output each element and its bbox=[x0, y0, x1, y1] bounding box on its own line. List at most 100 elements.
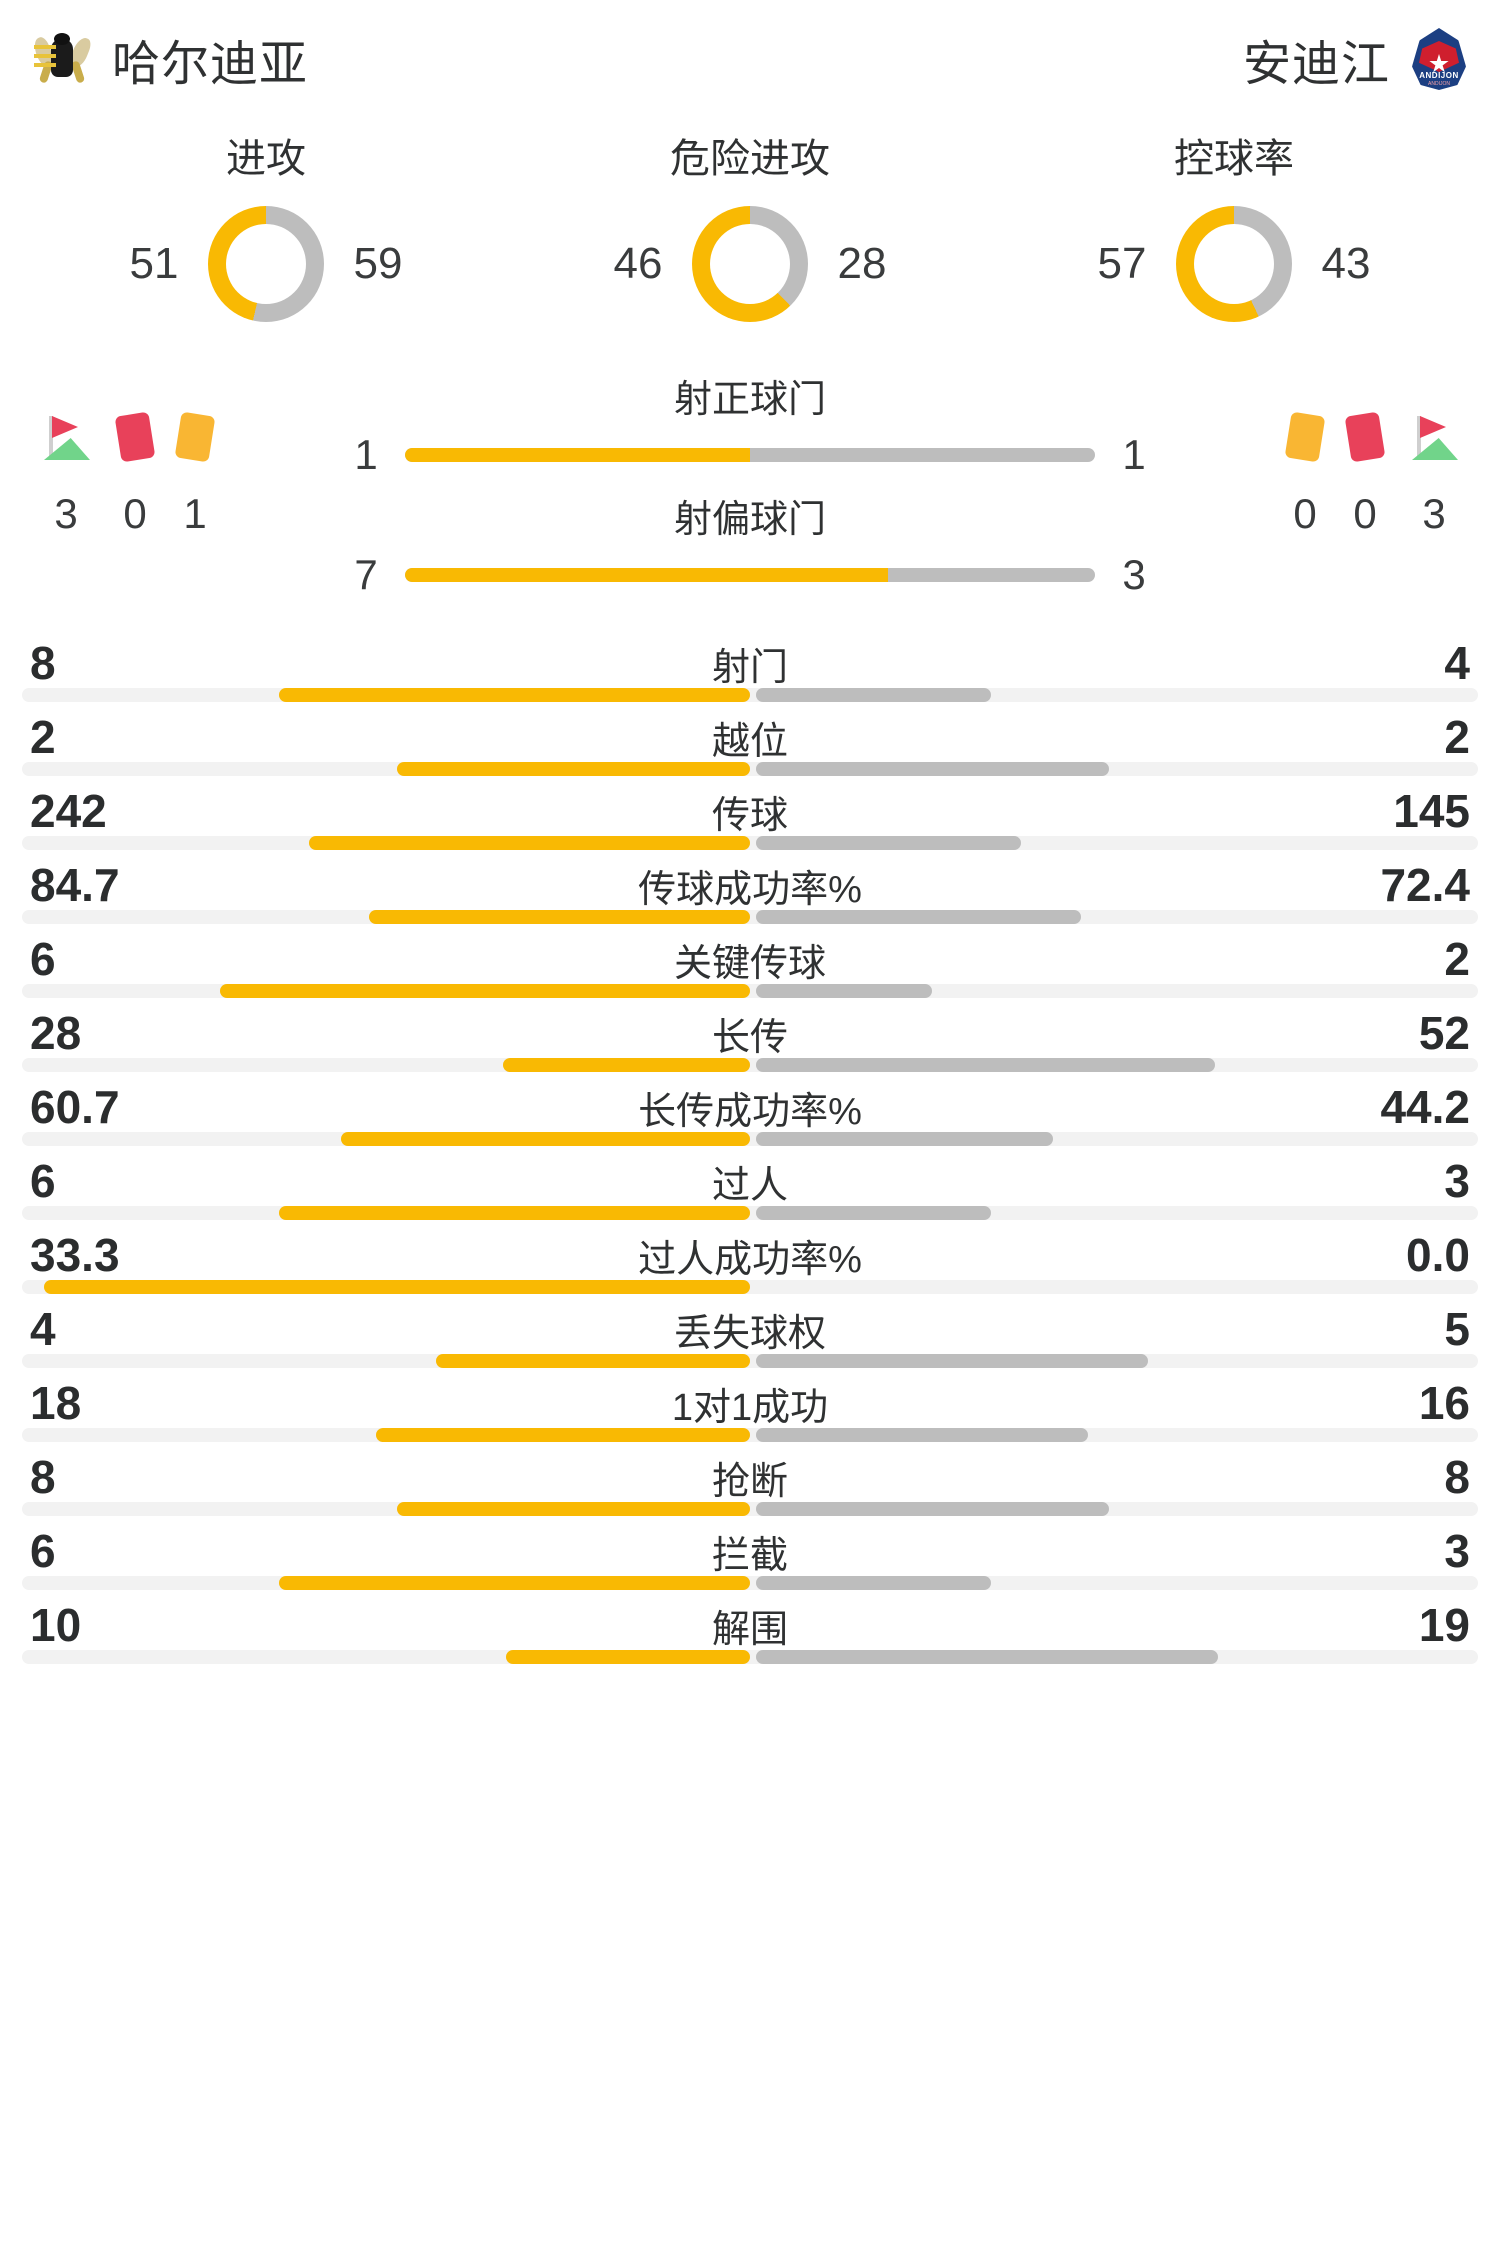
home-value: 1 bbox=[354, 431, 378, 478]
donut-home-value: 46 bbox=[613, 239, 663, 288]
shots-on-target-row: 射正球门 1 1 bbox=[0, 368, 1500, 479]
away-value: 4 bbox=[1444, 637, 1470, 689]
home-bar-fill bbox=[396, 1502, 750, 1516]
stat-label: 关键传球 bbox=[673, 942, 826, 985]
away-bar-fill bbox=[755, 984, 933, 998]
stat-bar bbox=[22, 836, 1478, 850]
home-bar-fill bbox=[436, 1354, 750, 1368]
home-value: 7 bbox=[354, 551, 378, 598]
stat-row: 242 传球 145 bbox=[22, 785, 1478, 860]
stat-row: 60.7 长传成功率% 44.2 bbox=[22, 1081, 1478, 1156]
stat-bar bbox=[22, 910, 1478, 924]
away-value: 3 bbox=[1122, 551, 1146, 598]
donut-title: 控球率 bbox=[1174, 137, 1294, 181]
home-value: 8 bbox=[30, 1451, 56, 1503]
donut-stats-row: 进攻 51 59 危险进攻 46 28 控球率 57 43 bbox=[0, 118, 1500, 368]
home-team[interactable]: 哈尔迪亚 bbox=[30, 24, 750, 94]
stat-label: 传球成功率% bbox=[638, 868, 862, 911]
stat-row: 2 越位 2 bbox=[22, 711, 1478, 786]
away-value: 8 bbox=[1444, 1451, 1470, 1503]
corner-flag-icon bbox=[1408, 406, 1460, 468]
away-bar-fill bbox=[755, 1650, 1219, 1664]
stat-label: 1对1成功 bbox=[671, 1386, 829, 1429]
donut-home-value: 51 bbox=[129, 239, 179, 288]
away-bar-fill bbox=[755, 1576, 991, 1590]
away-red-cards: 0 bbox=[1344, 406, 1386, 538]
away-value: 5 bbox=[1444, 1303, 1470, 1355]
stat-row: 10 解围 19 bbox=[22, 1599, 1478, 1674]
home-bar-fill bbox=[308, 836, 750, 850]
away-value: 145 bbox=[1393, 785, 1470, 837]
home-bar-fill bbox=[506, 1650, 750, 1664]
stat-row: 6 关键传球 2 bbox=[22, 933, 1478, 1008]
stat-bar bbox=[22, 984, 1478, 998]
stat-bar bbox=[22, 1354, 1478, 1368]
away-value: 3 bbox=[1444, 1525, 1470, 1577]
crest-label: ANDIJON bbox=[1419, 71, 1459, 80]
home-value: 84.7 bbox=[30, 859, 120, 911]
home-value: 2 bbox=[30, 711, 56, 763]
away-value: 0.0 bbox=[1406, 1229, 1470, 1281]
home-value: 10 bbox=[30, 1599, 82, 1651]
donut-away-value: 28 bbox=[837, 239, 887, 288]
donut-stat: 进攻 51 59 bbox=[24, 126, 508, 368]
donut-title: 进攻 bbox=[226, 137, 306, 181]
donut-chart bbox=[692, 206, 808, 322]
donut-away-value: 59 bbox=[353, 239, 403, 288]
donut-title: 危险进攻 bbox=[670, 137, 830, 181]
stat-bar bbox=[22, 1576, 1478, 1590]
discipline-and-target-block: 3 0 1 0 0 3 射正球门 1 bbox=[0, 368, 1500, 638]
away-discipline-icons: 0 0 3 bbox=[1284, 406, 1460, 538]
stat-bar bbox=[22, 1502, 1478, 1516]
away-value: 3 bbox=[1444, 1155, 1470, 1207]
home-value: 28 bbox=[30, 1007, 82, 1059]
home-discipline-icons: 3 0 1 bbox=[40, 406, 216, 538]
stat-label: 传球 bbox=[711, 794, 788, 837]
away-value: 16 bbox=[1418, 1377, 1470, 1429]
home-bar-fill bbox=[279, 1206, 750, 1220]
away-value: 2 bbox=[1444, 933, 1470, 985]
home-bar-fill bbox=[502, 1058, 750, 1072]
home-yellow-card-count: 1 bbox=[183, 490, 207, 537]
home-value: 18 bbox=[30, 1377, 82, 1429]
match-header: 哈尔迪亚 安迪江 ANDIJON ANDIJON bbox=[0, 0, 1500, 118]
home-value: 8 bbox=[30, 637, 56, 689]
away-value: 19 bbox=[1418, 1599, 1470, 1651]
donut-away-value: 43 bbox=[1321, 239, 1371, 288]
away-bar-fill bbox=[755, 1502, 1109, 1516]
stat-label: 抢断 bbox=[711, 1460, 788, 1503]
donut-home-value: 57 bbox=[1097, 239, 1147, 288]
home-bar-fill bbox=[405, 568, 888, 582]
away-value: 52 bbox=[1418, 1007, 1470, 1059]
away-corner-count: 3 bbox=[1422, 490, 1446, 537]
stat-label: 长传 bbox=[711, 1016, 788, 1059]
stat-bar bbox=[22, 1650, 1478, 1664]
home-value: 6 bbox=[30, 1525, 56, 1577]
away-team[interactable]: 安迪江 ANDIJON ANDIJON bbox=[750, 24, 1466, 94]
donut-stat: 控球率 57 43 bbox=[992, 126, 1476, 368]
shots-off-target-row: 射偏球门 7 3 bbox=[0, 488, 1500, 599]
home-value: 6 bbox=[30, 933, 56, 985]
stat-row: 28 长传 52 bbox=[22, 1007, 1478, 1082]
stat-row: 18 1对1成功 16 bbox=[22, 1377, 1478, 1452]
home-value: 33.3 bbox=[30, 1229, 120, 1281]
away-bar-fill bbox=[755, 762, 1109, 776]
away-bar-fill bbox=[755, 1428, 1089, 1442]
donut-stat: 危险进攻 46 28 bbox=[508, 126, 992, 368]
home-team-name: 哈尔迪亚 bbox=[112, 38, 309, 91]
home-value: 60.7 bbox=[30, 1081, 120, 1133]
stat-bar bbox=[22, 1058, 1478, 1072]
away-bar-fill bbox=[755, 1206, 991, 1220]
stat-label: 解围 bbox=[711, 1608, 788, 1651]
stat-bar bbox=[22, 688, 1478, 702]
away-bar-fill bbox=[755, 1058, 1215, 1072]
away-red-card-count: 0 bbox=[1353, 490, 1377, 537]
stat-row: 6 过人 3 bbox=[22, 1155, 1478, 1230]
home-bar-fill bbox=[341, 1132, 750, 1146]
home-corner-count: 3 bbox=[54, 490, 78, 537]
bee-crest-icon bbox=[30, 33, 94, 85]
stat-bar bbox=[22, 1280, 1478, 1294]
away-bar-fill bbox=[755, 688, 991, 702]
away-value: 44.2 bbox=[1380, 1081, 1470, 1133]
away-bar-fill bbox=[755, 1354, 1149, 1368]
